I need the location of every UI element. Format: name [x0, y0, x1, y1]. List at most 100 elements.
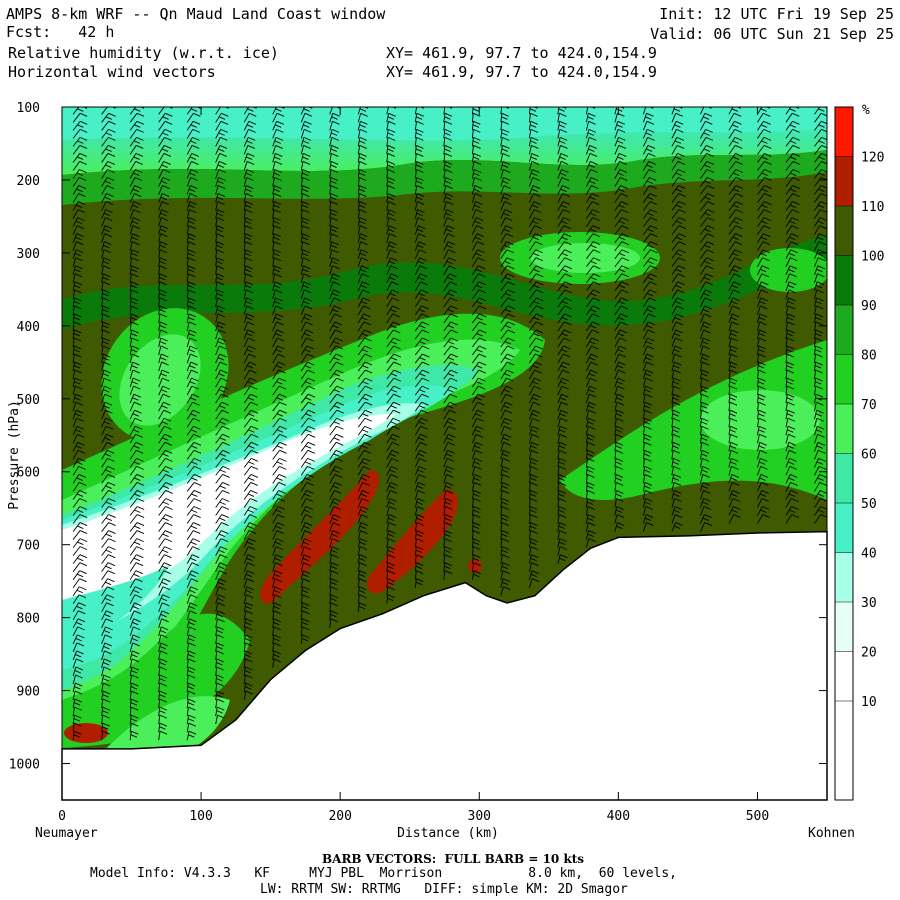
wind-barb [386, 353, 401, 364]
wind-barb [757, 128, 771, 139]
wind-barb [785, 329, 795, 340]
wind-barb [585, 112, 596, 123]
wind-barb [329, 490, 342, 500]
wind-barb [300, 554, 311, 564]
wind-barb [814, 209, 827, 219]
wind-barb [243, 417, 259, 428]
wind-barb [243, 554, 256, 564]
wind-barb [557, 107, 567, 115]
wind-barb [757, 305, 768, 316]
wind-barb [158, 305, 168, 315]
wind-barb [357, 257, 369, 267]
wind-barb [557, 449, 567, 460]
wind-barb [528, 120, 538, 131]
wind-barb [329, 433, 344, 444]
colorbar-swatch [835, 206, 853, 256]
wind-barb [72, 570, 87, 580]
wind-barb [443, 401, 457, 412]
wind-barb [329, 385, 344, 396]
wind-barb [158, 265, 167, 275]
wind-barb [500, 217, 513, 227]
wind-barb [386, 506, 397, 516]
wind-barb [728, 433, 738, 444]
wind-barb [272, 650, 281, 660]
wind-barb [158, 409, 171, 420]
wind-barb [728, 185, 744, 195]
wind-barb [129, 586, 143, 596]
wind-barb [186, 698, 196, 709]
wind-barb [671, 433, 681, 444]
wind-barb [158, 634, 169, 645]
wind-barb [557, 305, 572, 316]
wind-barb [243, 393, 258, 404]
wind-barb [614, 433, 624, 444]
wind-barb [614, 209, 629, 219]
x-tick-label: 300 [468, 809, 491, 824]
wind-barb [300, 120, 312, 131]
wind-barb [72, 522, 88, 532]
wind-barb [357, 273, 370, 283]
wind-barb [215, 610, 225, 620]
wind-barb [386, 217, 396, 227]
rh-band-90-upper [62, 150, 827, 205]
wind-barb [642, 425, 652, 436]
wind-barb [101, 128, 116, 139]
wind-barb [186, 161, 199, 171]
wind-barb [243, 321, 255, 332]
wind-barb [158, 714, 167, 725]
wind-barb [300, 353, 315, 364]
wind-barb [72, 682, 83, 693]
wind-barb [272, 570, 283, 580]
wind-barb [243, 377, 257, 388]
right-station-label: Kohnen [808, 826, 855, 841]
wind-barb [557, 546, 568, 556]
wind-barb [101, 730, 110, 741]
wind-barb [814, 249, 826, 259]
wind-barb [757, 353, 766, 364]
wind-barb [101, 217, 113, 227]
wind-barb [215, 409, 230, 420]
wind-barb [215, 241, 224, 251]
wind-barb [158, 161, 171, 171]
wind-barb [357, 112, 368, 123]
wind-barb [186, 730, 197, 741]
wind-barb [300, 193, 310, 203]
wind-barb [272, 249, 282, 259]
wind-barb [386, 257, 398, 267]
wind-barb [72, 297, 82, 307]
wind-barb [728, 249, 742, 259]
wind-barb [528, 425, 540, 436]
wind-barb [699, 337, 711, 348]
wind-barb [158, 490, 173, 500]
wind-barb [642, 449, 652, 460]
colorbar-swatch [835, 602, 853, 652]
wind-barb [72, 257, 83, 267]
wind-barb [614, 409, 624, 420]
wind-barb [557, 514, 567, 524]
wind-barb [101, 578, 115, 588]
wind-barb [443, 369, 458, 380]
wind-barb [129, 530, 145, 540]
wind-barb [728, 225, 743, 235]
wind-barb [785, 305, 796, 316]
wind-barb [300, 265, 311, 275]
wind-barb [158, 706, 167, 717]
wind-barb [528, 185, 541, 195]
wind-barb [129, 570, 143, 580]
wind-barb [414, 257, 427, 267]
wind-barb [814, 369, 823, 380]
wind-barb [272, 610, 282, 620]
wind-barb [272, 401, 287, 412]
wind-barb [671, 289, 685, 300]
wind-barb [215, 482, 230, 492]
wind-barb [243, 674, 253, 685]
wind-barb [471, 457, 483, 468]
wind-barb [671, 153, 685, 163]
wind-barb [585, 473, 595, 484]
wind-barb [329, 473, 343, 484]
wind-barb [129, 650, 140, 661]
wind-barb [757, 449, 768, 460]
wind-barb [414, 522, 424, 532]
wind-barb [272, 107, 285, 115]
wind-barb [272, 201, 282, 211]
